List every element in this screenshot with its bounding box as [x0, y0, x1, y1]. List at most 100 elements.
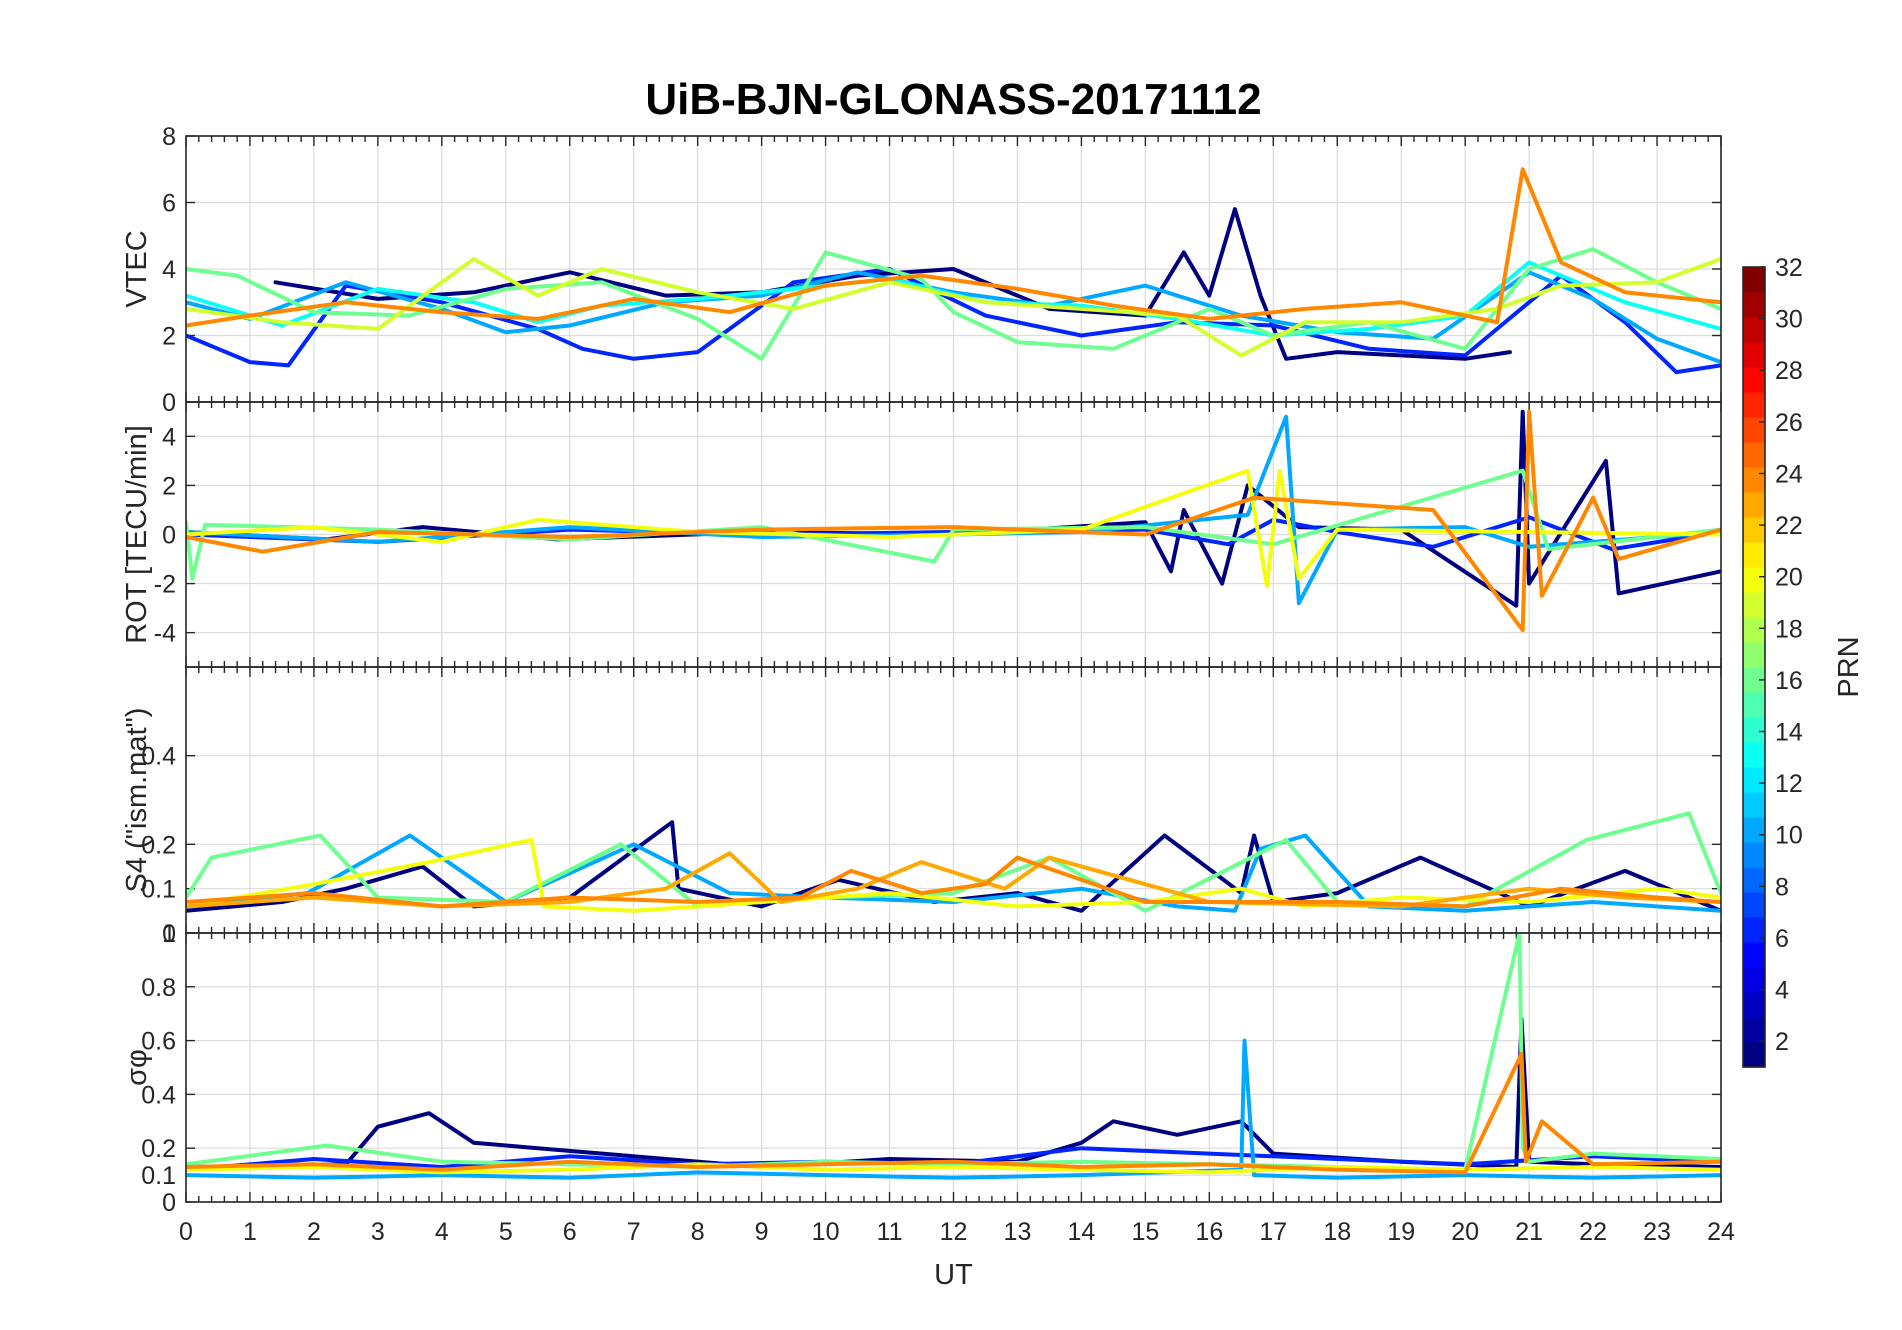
x-tick-label: 3 — [371, 1218, 385, 1246]
colorbar-swatch — [1743, 917, 1765, 943]
colorbar-swatch — [1743, 492, 1765, 518]
colorbar-tick-label: 4 — [1775, 977, 1789, 1005]
x-axis-label: UT — [934, 1259, 973, 1291]
x-tick-label: 12 — [940, 1218, 968, 1246]
panel-2: -4 -2 0 2 4 ROT [TECU/min] — [121, 401, 1722, 668]
y-tick-label: 0.6 — [141, 1028, 176, 1056]
x-axis: 0 1 2 3 4 5 6 7 8 9 10 11 12 13 14 15 16 17 18 19 20 21 22 23 24 — [179, 1218, 1735, 1246]
series-prn-16 — [186, 468, 1721, 581]
y-tick-label: 0.2 — [141, 1135, 176, 1163]
colorbar-tick-label: 28 — [1775, 357, 1803, 385]
colorbar-swatch — [1743, 1017, 1765, 1043]
y-tick-label: 1 — [162, 920, 176, 948]
colorbar-swatch — [1743, 567, 1765, 593]
colorbar-tick-label: 18 — [1775, 615, 1803, 643]
series-prn-20 — [186, 468, 1721, 588]
colorbar-swatch — [1743, 342, 1765, 368]
colorbar-tick-label: 22 — [1775, 512, 1803, 540]
series-prn-16 — [186, 247, 1721, 361]
colorbar-swatch — [1743, 642, 1765, 668]
series-group — [186, 409, 1721, 633]
colorbar-swatch — [1743, 717, 1765, 743]
panel-3: 0 0.1 0.2 0.4S4 ("ism.mat") — [121, 666, 1722, 948]
y-tick-label: 4 — [162, 423, 176, 451]
x-tick-label: 15 — [1131, 1218, 1159, 1246]
series-prn-23 — [186, 851, 1721, 909]
x-tick-label: 17 — [1259, 1218, 1287, 1246]
colorbar-swatch — [1743, 792, 1765, 818]
series-prn-20 — [186, 837, 1721, 913]
y-tick-label: 0.8 — [141, 974, 176, 1002]
y-tick-label: 2 — [162, 323, 176, 351]
series-prn-24 — [186, 409, 1721, 633]
colorbar-tick-label: 30 — [1775, 306, 1803, 334]
chart-title: UiB-BJN-GLONASS-20171112 — [645, 75, 1261, 124]
colorbar-swatch — [1743, 867, 1765, 893]
x-tick-label: 10 — [812, 1218, 840, 1246]
x-tick-label: 23 — [1643, 1218, 1671, 1246]
series-prn-24 — [186, 855, 1721, 909]
series-prn-6 — [186, 515, 1721, 552]
y-tick-label: 0.4 — [141, 743, 176, 771]
colorbar-swatch — [1743, 442, 1765, 468]
series-prn-24 — [186, 167, 1721, 328]
colorbar-tick-label: 32 — [1775, 254, 1803, 282]
x-tick-label: 24 — [1707, 1218, 1735, 1246]
colorbar-tick-label: 6 — [1775, 925, 1789, 953]
y-tick-label: 0 — [162, 389, 176, 417]
series-group — [186, 811, 1721, 913]
x-tick-label: 4 — [435, 1218, 449, 1246]
x-tick-label: 5 — [499, 1218, 513, 1246]
series-prn-10 — [186, 414, 1721, 606]
colorbar-swatch — [1743, 392, 1765, 418]
colorbar-swatch — [1743, 317, 1765, 343]
series-prn-10 — [186, 1038, 1721, 1180]
series-prn-24 — [186, 1052, 1721, 1175]
y-tick-label: 8 — [162, 123, 176, 151]
series-prn-1 — [186, 820, 1721, 913]
panel-1: 0 2 4 6 8 VTEC — [121, 123, 1722, 417]
x-tick-label: 6 — [563, 1218, 577, 1246]
colorbar-swatch — [1743, 367, 1765, 393]
y-tick-label: 0.4 — [141, 1081, 176, 1109]
x-tick-label: 13 — [1004, 1218, 1032, 1246]
y-tick-label: 0 — [162, 920, 176, 948]
colorbar-tick-label: 2 — [1775, 1028, 1789, 1056]
y-tick-label: 0.2 — [141, 831, 176, 859]
y-tick-label: -2 — [154, 571, 176, 599]
x-tick-label: 9 — [755, 1218, 769, 1246]
colorbar-swatch — [1743, 967, 1765, 993]
y-axis-label: ROT [TECU/min] — [121, 425, 153, 644]
colorbar-swatch — [1743, 517, 1765, 543]
y-tick-label: 0.1 — [141, 1162, 176, 1190]
x-tick-label: 0 — [179, 1218, 193, 1246]
y-tick-label: 0 — [162, 522, 176, 550]
x-tick-label: 21 — [1515, 1218, 1543, 1246]
colorbar-swatch — [1743, 767, 1765, 793]
x-tick-label: 20 — [1451, 1218, 1479, 1246]
y-tick-label: 0 — [162, 1189, 176, 1217]
colorbar-swatch — [1743, 542, 1765, 568]
x-tick-label: 1 — [243, 1218, 257, 1246]
colorbar-tick-label: 26 — [1775, 409, 1803, 437]
colorbar-swatch — [1743, 267, 1765, 293]
colorbar-swatch — [1743, 292, 1765, 318]
series-prn-10 — [186, 270, 1721, 365]
x-tick-label: 11 — [877, 1218, 903, 1246]
y-tick-label: 0.1 — [141, 876, 176, 904]
colorbar-tick-label: 8 — [1775, 873, 1789, 901]
colorbar-label: PRN — [1833, 636, 1865, 697]
x-tick-label: 16 — [1195, 1218, 1223, 1246]
colorbar-swatch — [1743, 992, 1765, 1018]
colorbar-swatch — [1743, 942, 1765, 968]
y-tick-label: -4 — [154, 620, 176, 648]
colorbar-swatch — [1743, 817, 1765, 843]
y-tick-label: 2 — [162, 472, 176, 500]
series-group — [186, 167, 1721, 375]
panel-frame — [185, 932, 1722, 1203]
x-tick-label: 22 — [1579, 1218, 1607, 1246]
